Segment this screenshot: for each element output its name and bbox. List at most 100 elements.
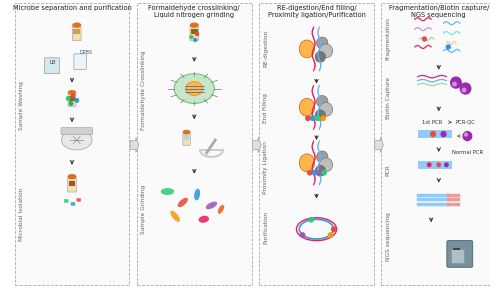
Text: Sample Washing: Sample Washing bbox=[19, 81, 24, 130]
Circle shape bbox=[194, 39, 196, 41]
Circle shape bbox=[328, 233, 332, 237]
Text: Biotin Capture: Biotin Capture bbox=[386, 76, 390, 119]
Circle shape bbox=[463, 132, 471, 141]
Ellipse shape bbox=[316, 151, 328, 163]
Ellipse shape bbox=[68, 91, 75, 94]
Ellipse shape bbox=[300, 40, 314, 58]
Text: PCR: PCR bbox=[386, 164, 390, 176]
FancyBboxPatch shape bbox=[450, 249, 464, 263]
Circle shape bbox=[441, 132, 446, 137]
FancyBboxPatch shape bbox=[68, 178, 76, 192]
Circle shape bbox=[444, 163, 448, 166]
FancyBboxPatch shape bbox=[259, 3, 374, 285]
Ellipse shape bbox=[300, 154, 314, 172]
Text: Formaldehyde crosslinking/
Liquid nitrogen grinding: Formaldehyde crosslinking/ Liquid nitrog… bbox=[148, 5, 240, 18]
Polygon shape bbox=[252, 137, 261, 153]
Text: Sample Grinding: Sample Grinding bbox=[141, 185, 146, 234]
Ellipse shape bbox=[316, 95, 328, 107]
Text: PCR-QC: PCR-QC bbox=[456, 120, 476, 125]
Ellipse shape bbox=[73, 23, 80, 27]
Ellipse shape bbox=[178, 198, 188, 207]
Ellipse shape bbox=[315, 110, 326, 121]
Ellipse shape bbox=[194, 189, 200, 200]
Text: Proximity Ligation: Proximity Ligation bbox=[264, 142, 268, 194]
Ellipse shape bbox=[206, 202, 217, 209]
Polygon shape bbox=[130, 137, 139, 153]
Text: RE-digestion/End filling/
Proximity ligation/Purification: RE-digestion/End filling/ Proximity liga… bbox=[268, 5, 366, 18]
Text: Purification: Purification bbox=[264, 211, 268, 244]
Circle shape bbox=[312, 171, 316, 175]
Circle shape bbox=[453, 82, 456, 86]
FancyBboxPatch shape bbox=[72, 27, 81, 41]
Text: NGS sequencing: NGS sequencing bbox=[386, 213, 390, 262]
Circle shape bbox=[322, 171, 326, 175]
Text: Microbe separation and purification: Microbe separation and purification bbox=[12, 5, 132, 11]
FancyBboxPatch shape bbox=[44, 58, 60, 74]
FancyBboxPatch shape bbox=[453, 248, 460, 250]
FancyBboxPatch shape bbox=[74, 29, 80, 34]
Text: Fragmentation/Biotin capture/
NGS sequencing: Fragmentation/Biotin capture/ NGS sequen… bbox=[388, 5, 489, 18]
Polygon shape bbox=[375, 137, 384, 153]
Text: Formaldehyde Crosslinking: Formaldehyde Crosslinking bbox=[141, 51, 146, 130]
FancyBboxPatch shape bbox=[137, 3, 252, 285]
Ellipse shape bbox=[190, 23, 198, 27]
Ellipse shape bbox=[315, 165, 326, 176]
FancyBboxPatch shape bbox=[447, 241, 472, 267]
FancyBboxPatch shape bbox=[74, 54, 86, 70]
Ellipse shape bbox=[186, 81, 203, 95]
FancyBboxPatch shape bbox=[68, 181, 75, 186]
Ellipse shape bbox=[161, 188, 174, 195]
Ellipse shape bbox=[198, 216, 209, 223]
Text: Fragmentation: Fragmentation bbox=[386, 18, 390, 60]
Circle shape bbox=[332, 227, 336, 231]
FancyBboxPatch shape bbox=[71, 202, 75, 206]
Circle shape bbox=[437, 163, 440, 166]
FancyBboxPatch shape bbox=[183, 133, 190, 145]
Circle shape bbox=[430, 132, 436, 137]
Ellipse shape bbox=[316, 37, 328, 49]
Circle shape bbox=[196, 32, 198, 36]
Circle shape bbox=[309, 218, 314, 222]
FancyBboxPatch shape bbox=[69, 96, 75, 101]
FancyBboxPatch shape bbox=[382, 3, 496, 285]
FancyBboxPatch shape bbox=[14, 3, 130, 285]
FancyBboxPatch shape bbox=[68, 94, 76, 106]
FancyBboxPatch shape bbox=[190, 27, 198, 41]
Circle shape bbox=[450, 77, 461, 88]
FancyBboxPatch shape bbox=[64, 199, 68, 203]
Circle shape bbox=[66, 97, 70, 100]
Circle shape bbox=[464, 133, 468, 136]
FancyBboxPatch shape bbox=[184, 135, 190, 140]
Ellipse shape bbox=[300, 98, 314, 116]
Circle shape bbox=[422, 37, 426, 41]
Text: 1st PCR: 1st PCR bbox=[422, 120, 442, 125]
Ellipse shape bbox=[320, 102, 332, 116]
Ellipse shape bbox=[315, 51, 326, 62]
FancyBboxPatch shape bbox=[191, 29, 198, 34]
FancyBboxPatch shape bbox=[76, 198, 81, 202]
Circle shape bbox=[428, 163, 431, 166]
Text: DPBS: DPBS bbox=[80, 50, 92, 55]
Circle shape bbox=[300, 233, 304, 237]
Ellipse shape bbox=[62, 130, 92, 150]
Ellipse shape bbox=[320, 158, 332, 172]
Text: Normal PCR: Normal PCR bbox=[452, 151, 484, 155]
Circle shape bbox=[460, 83, 471, 94]
Text: RE-digestion: RE-digestion bbox=[264, 30, 268, 68]
Circle shape bbox=[308, 171, 312, 175]
Circle shape bbox=[446, 45, 450, 49]
Ellipse shape bbox=[184, 130, 190, 134]
Circle shape bbox=[70, 102, 73, 105]
Text: End Filling: End Filling bbox=[264, 93, 268, 123]
Circle shape bbox=[306, 116, 310, 120]
Circle shape bbox=[318, 171, 322, 175]
Circle shape bbox=[310, 116, 315, 120]
Ellipse shape bbox=[174, 74, 214, 104]
Ellipse shape bbox=[218, 205, 224, 214]
Circle shape bbox=[316, 116, 320, 120]
Text: LB: LB bbox=[50, 60, 56, 65]
Ellipse shape bbox=[170, 211, 180, 222]
Circle shape bbox=[75, 99, 78, 102]
Circle shape bbox=[71, 94, 74, 97]
FancyBboxPatch shape bbox=[61, 128, 92, 135]
